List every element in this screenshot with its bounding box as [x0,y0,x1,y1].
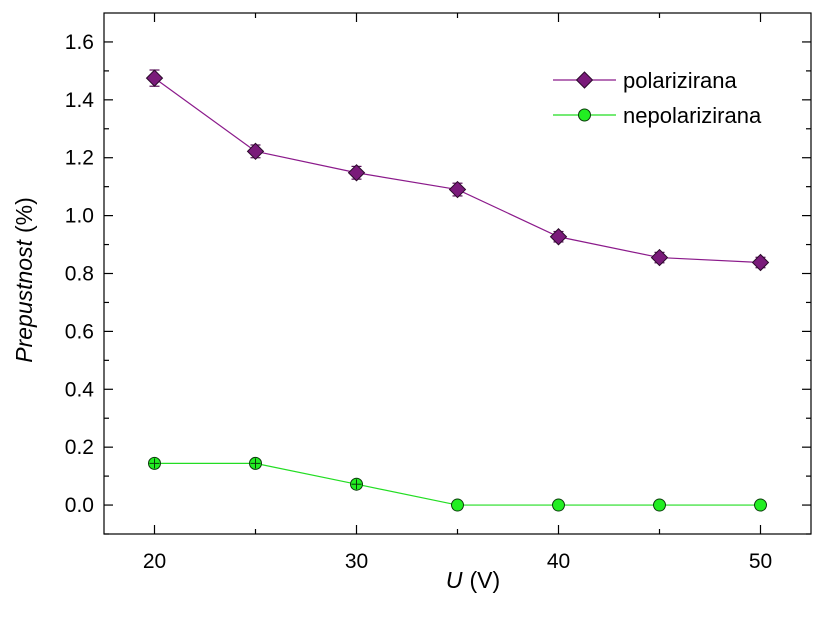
data-point-nepolarizirana [653,498,666,512]
data-point-nepolarizirana [451,498,464,512]
x-tick-label: 40 [547,550,570,573]
y-axis-main: Prepustnost [11,238,37,362]
legend: polarizirana nepolarizirana [553,68,762,128]
x-tick-label: 50 [749,550,772,573]
data-point-polarizirana [650,248,669,267]
y-tick-label: 0.6 [65,320,94,343]
data-point-polarizirana [246,142,265,161]
data-point-nepolarizirana [552,498,565,512]
x-tick-label: 20 [143,550,166,573]
y-tick-label: 1.0 [65,205,94,228]
data-point-polarizirana [549,228,568,246]
y-tick-label: 0.4 [65,378,95,401]
x-tick-label: 30 [345,550,368,573]
y-tick-label: 0.2 [65,436,94,459]
data-point-polarizirana [347,164,366,182]
data-point-nepolarizirana [754,498,767,512]
legend-marker-polarizirana [575,71,594,89]
y-tick-label: 1.2 [65,147,94,170]
data-point-polarizirana [448,180,467,199]
data-point-polarizirana [145,69,164,87]
y-tick-label: 1.4 [65,89,95,112]
data-point-polarizirana [751,253,770,272]
legend-marker-nepolarizirana [578,108,591,122]
y-tick-label: 1.6 [65,31,94,54]
data-series [145,69,770,512]
y-axis-title: Prepustnost (%) [11,197,37,363]
x-axis-symbol: U [446,567,463,593]
y-tick-label: 0.8 [65,263,94,286]
legend-label-polarizirana: polarizirana [623,68,737,93]
legend-label-nepolarizirana: nepolarizirana [623,103,762,128]
axis-ticks: 20 30 40 50 0.0 0.2 0.4 0.6 0.8 1.0 1.2 1.4 1.6 [65,13,811,573]
y-axis-unit: (%) [11,197,37,233]
x-axis-title: U (V) [446,567,500,593]
y-tick-label: 0.0 [65,494,94,517]
x-axis-unit: (V) [469,567,500,593]
